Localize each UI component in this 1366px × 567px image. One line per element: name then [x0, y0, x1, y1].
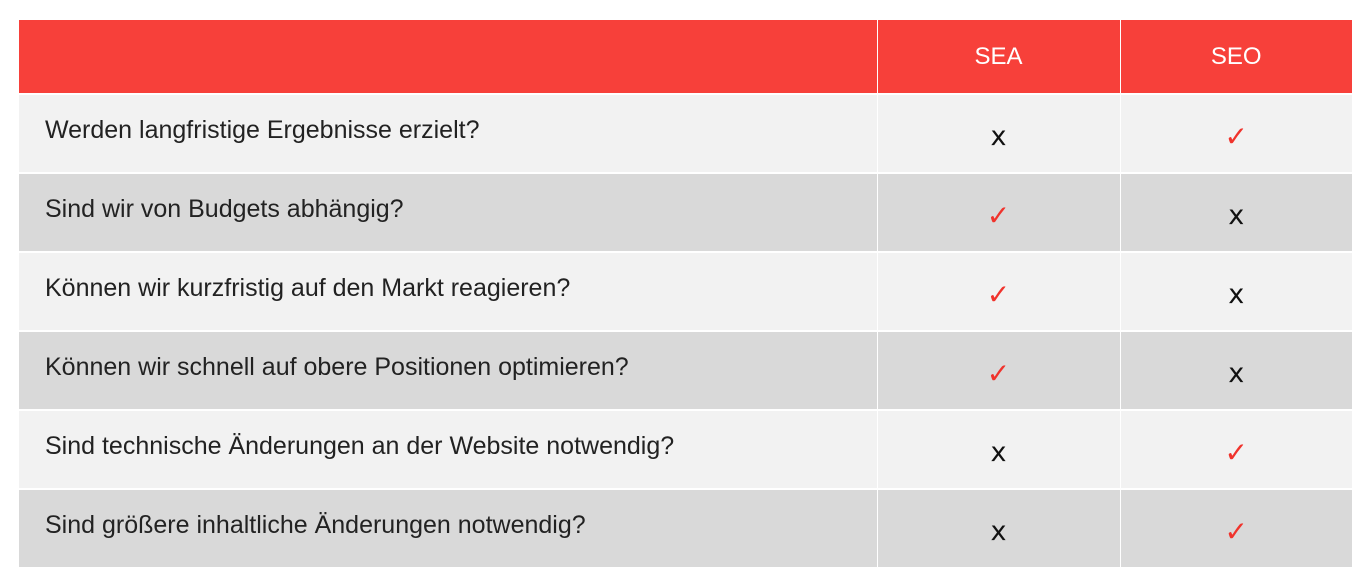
question-cell: Sind größere inhaltliche Änderungen notw…	[19, 488, 878, 567]
header-seo: SEO	[1120, 20, 1352, 94]
sea-cell: ✓	[877, 172, 1121, 252]
x-mark-icon: x	[1228, 200, 1245, 231]
header-sea: SEA	[877, 20, 1121, 94]
check-mark-icon: ✓	[1224, 515, 1248, 548]
sea-cell: ✓	[877, 330, 1121, 410]
x-mark-icon: x	[1228, 358, 1245, 389]
question-cell: Können wir schnell auf obere Positionen …	[19, 330, 878, 410]
sea-cell: ✓	[877, 251, 1121, 331]
question-cell: Sind wir von Budgets abhängig?	[19, 172, 878, 252]
check-mark-icon: ✓	[986, 357, 1011, 390]
seo-cell: x	[1120, 172, 1352, 252]
check-mark-icon: ✓	[1224, 436, 1248, 469]
check-mark-icon: ✓	[986, 278, 1011, 311]
x-mark-icon: x	[1228, 279, 1245, 310]
comparison-table-container: SEA SEO Werden langfristige Ergebnisse e…	[19, 20, 1352, 567]
header-row: SEA SEO	[19, 20, 1352, 94]
table-row: Sind größere inhaltliche Änderungen notw…	[19, 488, 1352, 567]
sea-cell: x	[877, 93, 1121, 173]
question-cell: Können wir kurzfristig auf den Markt rea…	[19, 251, 878, 331]
question-cell: Sind technische Änderungen an der Websit…	[19, 409, 878, 489]
table-header: SEA SEO	[19, 20, 1352, 94]
seo-cell: ✓	[1120, 409, 1352, 489]
x-mark-icon: x	[990, 437, 1007, 468]
sea-cell: x	[877, 409, 1121, 489]
seo-cell: x	[1120, 330, 1352, 410]
seo-cell: ✓	[1120, 93, 1352, 173]
check-mark-icon: ✓	[1224, 120, 1248, 153]
table-row: Sind wir von Budgets abhängig? ✓ x	[19, 172, 1352, 252]
table-row: Sind technische Änderungen an der Websit…	[19, 409, 1352, 489]
sea-cell: x	[877, 488, 1121, 567]
table-row: Können wir kurzfristig auf den Markt rea…	[19, 251, 1352, 331]
seo-cell: ✓	[1120, 488, 1352, 567]
x-mark-icon: x	[990, 121, 1007, 152]
question-cell: Werden langfristige Ergebnisse erzielt?	[19, 93, 878, 173]
x-mark-icon: x	[990, 516, 1007, 547]
table-row: Werden langfristige Ergebnisse erzielt? …	[19, 93, 1352, 173]
check-mark-icon: ✓	[986, 199, 1011, 232]
seo-cell: x	[1120, 251, 1352, 331]
header-question-cell	[19, 20, 878, 94]
table-row: Können wir schnell auf obere Positionen …	[19, 330, 1352, 410]
table-body: Werden langfristige Ergebnisse erzielt? …	[19, 93, 1352, 567]
sea-seo-comparison-table: SEA SEO Werden langfristige Ergebnisse e…	[19, 20, 1352, 567]
